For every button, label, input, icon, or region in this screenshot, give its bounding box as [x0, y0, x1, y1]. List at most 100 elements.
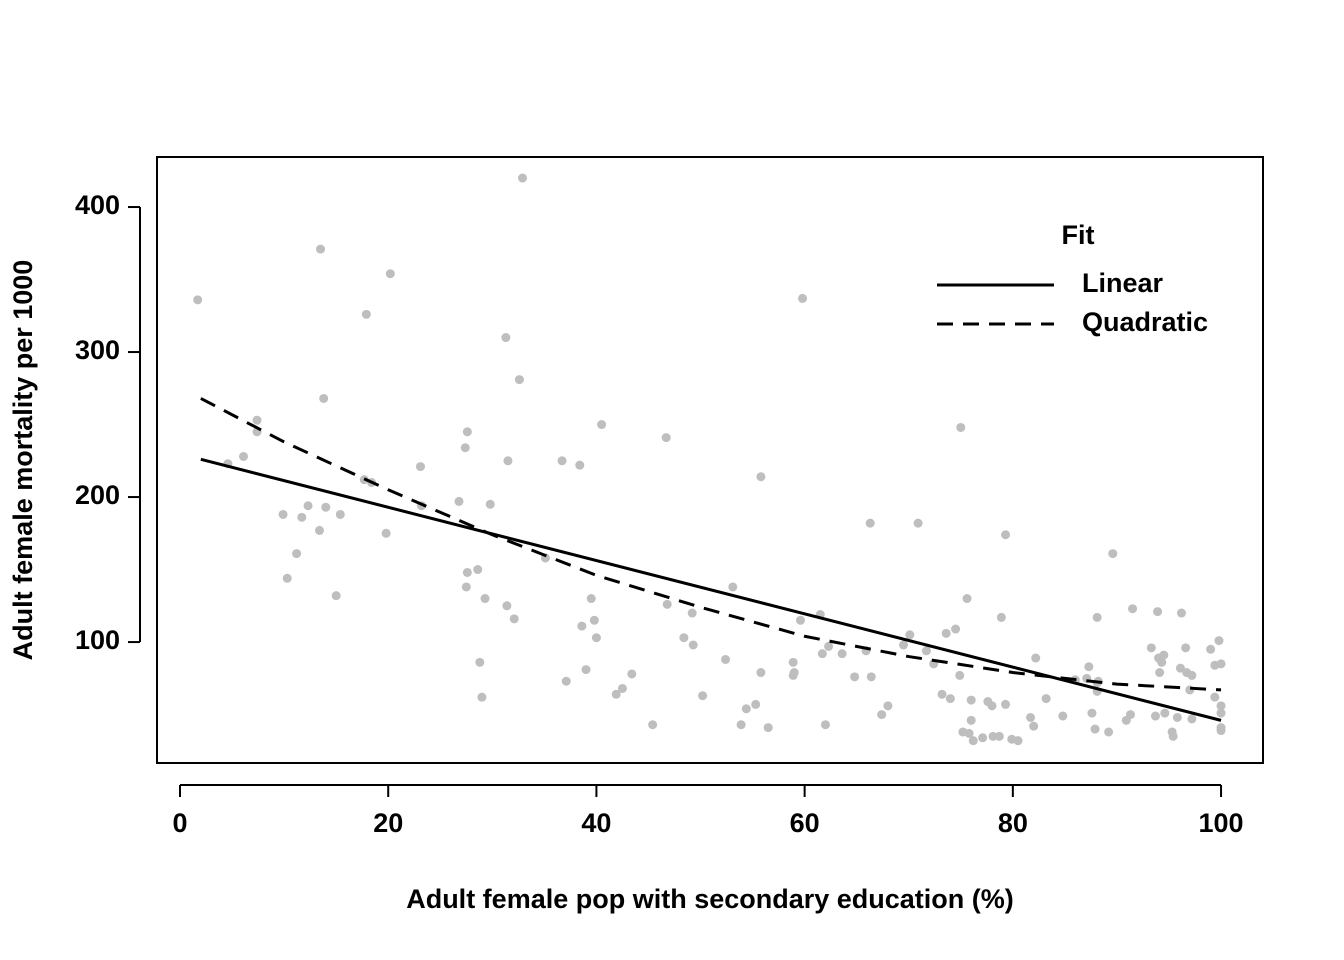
point — [994, 731, 1004, 741]
point — [331, 591, 341, 601]
y-tick-label: 400 — [75, 190, 120, 220]
point — [1029, 721, 1039, 731]
point — [1216, 659, 1226, 669]
point — [297, 512, 307, 522]
point — [518, 173, 528, 183]
point — [937, 689, 947, 699]
point — [968, 736, 978, 746]
x-tick-label: 60 — [790, 808, 820, 838]
point — [575, 460, 585, 470]
point — [1090, 724, 1100, 734]
point — [1001, 530, 1011, 540]
point — [292, 549, 302, 559]
point — [415, 462, 425, 472]
point — [850, 672, 860, 682]
point — [1216, 726, 1226, 736]
point — [509, 614, 519, 624]
point — [1176, 608, 1186, 618]
point — [966, 695, 976, 705]
x-tick-label: 0 — [172, 808, 187, 838]
point — [1031, 653, 1041, 663]
point — [951, 624, 961, 634]
point — [462, 567, 472, 577]
point — [1159, 650, 1169, 660]
point — [319, 393, 329, 403]
point — [485, 499, 495, 509]
point — [475, 657, 485, 667]
point — [597, 420, 607, 430]
point — [462, 427, 472, 437]
point — [460, 443, 470, 453]
point — [502, 601, 512, 611]
point — [687, 608, 697, 618]
fit-line — [200, 457, 1222, 722]
point — [1146, 643, 1156, 653]
x-axis-title: Adult female pop with secondary educatio… — [406, 884, 1014, 914]
point — [661, 433, 671, 443]
point — [756, 668, 766, 678]
point — [1185, 685, 1195, 695]
point — [617, 683, 627, 693]
point — [988, 731, 998, 741]
point — [788, 657, 798, 667]
point — [586, 594, 596, 604]
point — [820, 720, 830, 730]
point — [941, 628, 951, 638]
point — [1104, 727, 1114, 737]
point — [865, 518, 875, 528]
point — [877, 710, 887, 720]
point — [883, 701, 893, 711]
point — [321, 502, 331, 512]
point — [795, 615, 805, 625]
point — [736, 720, 746, 730]
point — [688, 640, 698, 650]
point — [577, 621, 587, 631]
x-tick-label: 80 — [998, 808, 1028, 838]
y-tick-label: 200 — [75, 480, 120, 510]
x-tick-label: 20 — [373, 808, 403, 838]
point — [1013, 736, 1023, 746]
point — [798, 293, 808, 303]
point — [1087, 708, 1097, 718]
point — [591, 633, 601, 643]
point — [698, 691, 708, 701]
point — [316, 244, 326, 254]
legend-label: Quadratic — [1082, 307, 1208, 337]
point — [679, 633, 689, 643]
point — [473, 565, 483, 575]
point — [1172, 712, 1182, 722]
point — [1150, 711, 1160, 721]
x-tick-label: 40 — [581, 808, 611, 838]
point — [557, 456, 567, 466]
point — [996, 612, 1006, 622]
point — [581, 665, 591, 675]
point — [1157, 657, 1167, 667]
point — [589, 615, 599, 625]
point — [662, 599, 672, 609]
point — [1216, 708, 1226, 718]
point — [611, 689, 621, 699]
point — [335, 509, 345, 519]
legend-label: Linear — [1082, 268, 1164, 298]
point — [1041, 694, 1051, 704]
point — [461, 582, 471, 592]
point — [1210, 692, 1220, 702]
point — [1084, 662, 1094, 672]
point — [866, 672, 876, 682]
fit-line — [200, 397, 1222, 692]
point — [1058, 711, 1068, 721]
point — [454, 496, 464, 506]
point — [1216, 701, 1226, 711]
point — [987, 701, 997, 711]
point — [921, 646, 931, 656]
point — [964, 728, 974, 738]
point — [503, 456, 513, 466]
point — [1001, 699, 1011, 709]
point — [817, 649, 827, 659]
y-axis-title: Adult female mortality per 1000 — [8, 260, 38, 661]
point — [1187, 670, 1197, 680]
point — [627, 669, 637, 679]
point — [788, 670, 798, 680]
point — [561, 676, 571, 686]
